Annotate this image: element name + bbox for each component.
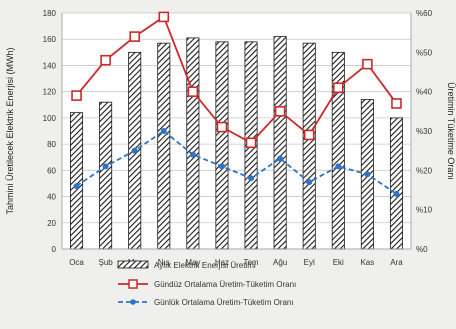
line-marker bbox=[391, 98, 402, 109]
bar bbox=[273, 36, 287, 250]
bar bbox=[331, 51, 345, 250]
y-tick-label-right: %50 bbox=[416, 48, 433, 57]
bar bbox=[157, 42, 171, 250]
gridlines bbox=[62, 12, 411, 250]
y-tick-label-right: %0 bbox=[416, 245, 428, 254]
legend-swatch bbox=[117, 260, 149, 269]
y-tick-label-left: 0 bbox=[52, 245, 57, 254]
legend-swatch-marker bbox=[130, 299, 136, 305]
x-tick-label: Tem bbox=[243, 258, 258, 267]
plot-area bbox=[62, 13, 411, 249]
legend-label: Gündüz Ortalama Üretim-Tüketim Oranı bbox=[154, 280, 296, 289]
line-marker bbox=[277, 155, 284, 162]
line-marker bbox=[364, 171, 371, 178]
series-line bbox=[76, 129, 397, 195]
y-axis-title-left: Tahmini Üretilecek Elektrik Enerjisi (MW… bbox=[5, 47, 15, 214]
line-series bbox=[71, 11, 402, 197]
line-marker bbox=[332, 82, 344, 94]
line-marker bbox=[131, 147, 138, 154]
x-tick-label: Ara bbox=[390, 258, 403, 267]
y-tick-label-left: 140 bbox=[43, 61, 57, 70]
line-marker bbox=[362, 58, 373, 70]
bar bbox=[186, 37, 200, 250]
y-tick-label-left: 40 bbox=[47, 193, 56, 202]
line-marker bbox=[393, 190, 400, 197]
line-marker bbox=[129, 31, 141, 42]
y-axis-title-right: Üretimin Tüketime Oranı bbox=[446, 82, 456, 180]
line-marker bbox=[245, 137, 257, 149]
legend-label: Günlük Ortalama Üretim-Tüketim Oranı bbox=[154, 298, 294, 307]
axes: 0 20 40 60 80 100 120 140 160 180 %0 %10 %20 %30 %40 %5… bbox=[43, 9, 433, 267]
line-marker bbox=[335, 163, 342, 170]
x-tick-label: Kas bbox=[360, 258, 374, 267]
line-marker bbox=[248, 175, 255, 182]
y-tick-label-left: 180 bbox=[43, 9, 57, 18]
line-marker bbox=[73, 183, 80, 190]
y-tick-label-left: 60 bbox=[47, 166, 56, 175]
line-marker bbox=[158, 11, 170, 23]
y-tick-label-right: %10 bbox=[416, 206, 433, 215]
x-tick-label: Şub bbox=[99, 258, 114, 267]
line-marker bbox=[306, 179, 313, 186]
line-marker bbox=[160, 128, 167, 134]
x-tick-label: Haz bbox=[215, 258, 229, 267]
legend-swatch-marker bbox=[128, 279, 138, 289]
y-tick-label-left: 160 bbox=[43, 35, 57, 44]
line-marker bbox=[216, 121, 228, 133]
x-tick-label: May bbox=[185, 258, 200, 267]
y-tick-label-right: %20 bbox=[416, 166, 433, 175]
x-tick-label: Nıs bbox=[158, 258, 170, 267]
line-marker bbox=[274, 106, 286, 117]
y-tick-label-right: %40 bbox=[416, 88, 433, 97]
y-tick-label-left: 20 bbox=[47, 219, 56, 228]
line-marker bbox=[303, 129, 315, 141]
line-marker bbox=[189, 151, 196, 158]
bar bbox=[70, 112, 84, 250]
line-marker bbox=[102, 163, 109, 170]
bar bbox=[99, 101, 113, 250]
y-tick-label-right: %60 bbox=[416, 9, 433, 18]
line-marker bbox=[71, 90, 82, 101]
x-tick-label: Oca bbox=[69, 258, 84, 267]
bar bbox=[302, 42, 316, 250]
legend-label: Aylık Elektrik Enerjisi Üretimi bbox=[154, 261, 256, 270]
legend: Aylık Elektrik Enerjisi Üretimi Gündüz Or… bbox=[117, 260, 296, 307]
line-marker bbox=[100, 54, 111, 66]
bar bbox=[389, 117, 403, 250]
line-marker bbox=[187, 86, 199, 97]
bar bbox=[215, 41, 229, 250]
line-marker bbox=[218, 163, 225, 170]
y-tick-label-left: 120 bbox=[43, 88, 57, 97]
y-tick-label-left: 80 bbox=[47, 140, 56, 149]
y-tick-label-right: %30 bbox=[416, 127, 433, 136]
x-tick-label: Eki bbox=[333, 258, 344, 267]
x-tick-label: Ağu bbox=[273, 258, 287, 267]
x-tick-label: Eyl bbox=[304, 258, 315, 267]
y-tick-label-left: 100 bbox=[43, 114, 57, 123]
